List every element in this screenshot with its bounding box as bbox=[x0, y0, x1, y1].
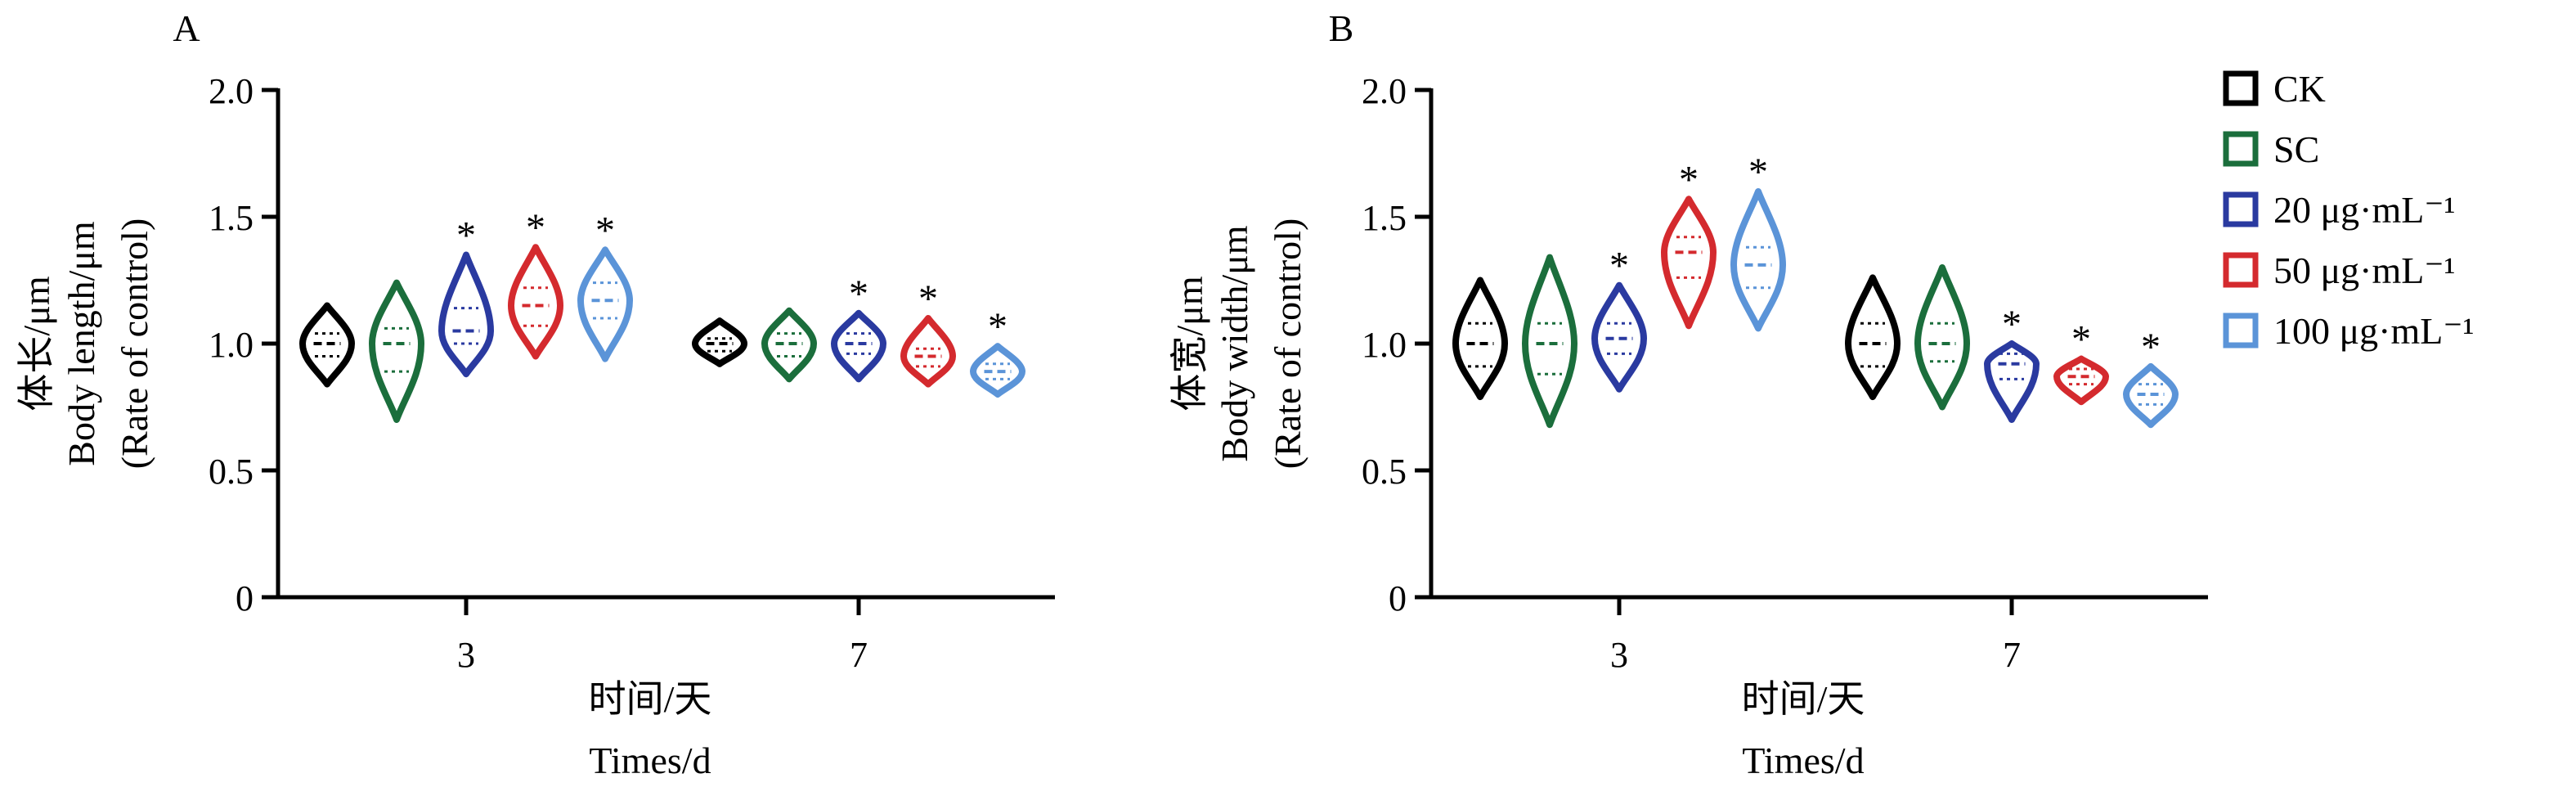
legend-swatch-100 bbox=[2223, 313, 2259, 349]
legend-label: 100 μg·mL⁻¹ bbox=[2273, 310, 2474, 352]
y-tick-label: 1.0 bbox=[1362, 325, 1407, 365]
violin-SC-3 bbox=[1522, 254, 1577, 429]
violin-SC-3 bbox=[369, 279, 424, 423]
y-tick-label: 1.0 bbox=[209, 325, 254, 365]
y-axis-title-sub: (Rate of control) bbox=[114, 218, 155, 470]
y-tick-label: 0.5 bbox=[1362, 452, 1407, 492]
violin-100-7 bbox=[970, 343, 1025, 398]
violin-50-7 bbox=[900, 315, 956, 388]
violin-100-7 bbox=[2123, 362, 2179, 429]
y-axis-title-en: Body length/μm bbox=[61, 221, 102, 466]
y-tick-label: 0 bbox=[1389, 578, 1407, 618]
x-axis-title-en: Times/d bbox=[1742, 740, 1864, 781]
violin-CK-3 bbox=[299, 302, 355, 388]
violin-20-3 bbox=[438, 251, 494, 378]
legend-label: 20 μg·mL⁻¹ bbox=[2273, 189, 2455, 231]
significance-marker: * bbox=[988, 305, 1008, 349]
x-axis-title-cn: 时间/天 bbox=[589, 678, 712, 720]
violin-SC-7 bbox=[1914, 264, 1970, 411]
violin-100-3 bbox=[1730, 188, 1786, 332]
panel-label: A bbox=[173, 7, 200, 49]
panel-label: B bbox=[1329, 7, 1354, 49]
violin-20-7 bbox=[1984, 340, 2040, 423]
significance-marker: * bbox=[1679, 158, 1699, 201]
significance-marker: * bbox=[918, 277, 938, 321]
chart-panel-B: B 0 0.5 1.0 1.5 2.0 3 7 时间/天 Times/d 体宽/μm Body wid… bbox=[1169, 7, 2208, 781]
violin-20-7 bbox=[831, 309, 886, 383]
y-tick-label: 2.0 bbox=[209, 71, 254, 111]
chart-panel-A: A 0 0.5 1.0 1.5 2.0 3 7 时间/天 Times/d 体长/μm Body len… bbox=[16, 7, 1055, 781]
violin-CK-7 bbox=[1845, 274, 1901, 401]
legend-swatch-SC bbox=[2223, 131, 2259, 167]
y-tick-label: 0 bbox=[236, 578, 254, 618]
legend-swatch-50 bbox=[2223, 252, 2259, 288]
violin-CK-7 bbox=[692, 317, 747, 367]
violin-20-3 bbox=[1591, 281, 1647, 393]
legend: CK SC 20 μg·mL⁻¹ 50 μg·mL⁻¹ 100 μg·mL⁻¹ bbox=[2223, 68, 2474, 352]
x-tick-label: 7 bbox=[2003, 635, 2021, 675]
significance-marker: * bbox=[2141, 326, 2161, 369]
y-tick-label: 1.5 bbox=[1362, 198, 1407, 238]
violin-50-3 bbox=[508, 244, 563, 360]
y-axis-title-cn: 体宽/μm bbox=[1169, 276, 1210, 411]
legend-label: SC bbox=[2273, 128, 2319, 170]
significance-marker: * bbox=[456, 214, 476, 258]
significance-marker: * bbox=[526, 206, 545, 250]
panels: A 0 0.5 1.0 1.5 2.0 3 7 时间/天 Times/d 体长/μm Body len… bbox=[16, 7, 2208, 781]
significance-marker: * bbox=[2071, 318, 2091, 362]
violin-SC-7 bbox=[761, 307, 817, 383]
y-tick-label: 2.0 bbox=[1362, 71, 1407, 111]
significance-marker: * bbox=[595, 209, 615, 252]
violin-50-7 bbox=[2053, 355, 2109, 406]
violin-100-3 bbox=[577, 246, 633, 362]
x-tick-label: 3 bbox=[1610, 635, 1628, 675]
y-axis-title-sub: (Rate of control) bbox=[1267, 218, 1308, 470]
legend-label: CK bbox=[2273, 68, 2326, 110]
significance-marker: * bbox=[1748, 151, 1768, 194]
significance-marker: * bbox=[849, 272, 868, 316]
x-axis-title-cn: 时间/天 bbox=[1742, 678, 1865, 720]
y-tick-label: 1.5 bbox=[209, 198, 254, 238]
significance-marker: * bbox=[1609, 245, 1629, 288]
y-axis-title-cn: 体长/μm bbox=[16, 276, 57, 411]
legend-swatch-CK bbox=[2223, 70, 2259, 106]
legend-label: 50 μg·mL⁻¹ bbox=[2273, 250, 2455, 291]
x-tick-label: 7 bbox=[850, 635, 868, 675]
y-tick-label: 0.5 bbox=[209, 452, 254, 492]
violin-50-3 bbox=[1661, 196, 1717, 330]
y-axis-title-en: Body width/μm bbox=[1214, 225, 1255, 461]
legend-swatch-20 bbox=[2223, 191, 2259, 227]
significance-marker: * bbox=[2002, 303, 2022, 346]
x-axis-title-en: Times/d bbox=[589, 740, 711, 781]
violin-CK-3 bbox=[1452, 277, 1508, 401]
x-tick-label: 3 bbox=[457, 635, 475, 675]
